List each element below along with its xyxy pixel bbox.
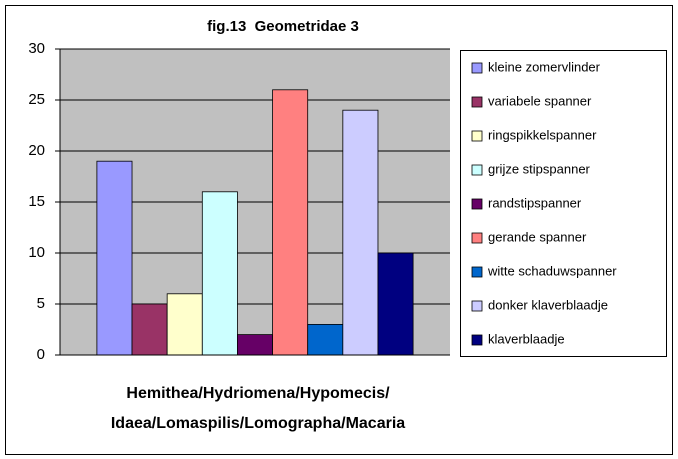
legend-swatch: [471, 300, 483, 312]
legend-label: donker klaverblaadje: [488, 297, 608, 312]
legend-label: klaverblaadje: [488, 331, 565, 346]
chart-title: fig.13 Geometridae 3: [207, 18, 359, 35]
legend-swatch: [471, 164, 483, 176]
x-axis-label: Idaea/Lomaspilis/Lomographa/Macaria: [111, 415, 405, 432]
legend-label: grijze stipspanner: [488, 161, 591, 176]
legend-swatch: [471, 130, 483, 142]
bar: [166, 293, 203, 356]
y-tick-label: 0: [37, 346, 45, 363]
bar: [237, 334, 273, 356]
legend-label: kleine zomervlinder: [488, 59, 601, 74]
bar: [377, 252, 414, 356]
bar: [342, 109, 379, 356]
y-tick-label: 15: [28, 193, 45, 210]
y-tick-label: 10: [28, 244, 45, 261]
y-tick-label: 25: [28, 91, 45, 108]
legend-swatch: [471, 334, 483, 346]
legend-label: gerande spanner: [488, 229, 587, 244]
bar: [201, 191, 238, 356]
y-tick-label: 30: [28, 40, 45, 57]
legend-swatch: [471, 62, 483, 74]
legend-swatch: [471, 198, 483, 210]
y-tick-label: 5: [37, 295, 45, 312]
legend-label: randstipspanner: [488, 195, 582, 210]
legend-label: ringspikkelspanner: [488, 127, 597, 142]
legend-label: variabele spanner: [488, 93, 592, 108]
legend-label: witte schaduwspanner: [487, 263, 617, 278]
legend-swatch: [471, 96, 483, 108]
bar: [307, 323, 344, 356]
bar: [272, 89, 309, 356]
y-tick-label: 20: [28, 142, 45, 159]
bar: [131, 303, 168, 356]
legend-swatch: [471, 266, 483, 278]
legend-swatch: [471, 232, 483, 244]
bar: [96, 160, 133, 356]
legend-box: [460, 50, 667, 357]
x-axis-label: Hemithea/Hydriomena/Hypomecis/: [126, 385, 390, 402]
